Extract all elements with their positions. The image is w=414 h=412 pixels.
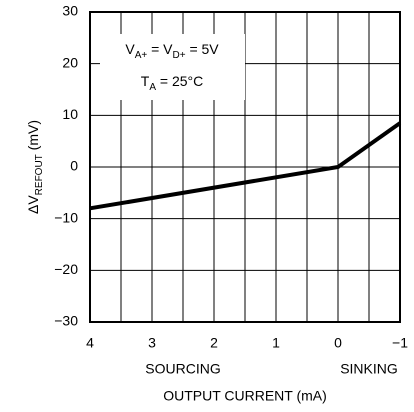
annotation-part: T — [141, 73, 150, 89]
annotation-part: = 5V — [186, 41, 220, 57]
x-tick-label: 1 — [272, 335, 280, 351]
x-tick-label: −1 — [392, 335, 408, 351]
y-axis-label: ΔVREFOUT (mV) — [25, 120, 45, 214]
annotation: TA = 25°C — [141, 73, 203, 93]
y-tick-label: −30 — [54, 313, 78, 329]
annotation-part: D+ — [173, 50, 186, 61]
annotation-part: V — [125, 41, 135, 57]
y-tick-label: 30 — [62, 3, 78, 19]
annotation-part: = 25°C — [156, 73, 203, 89]
x-tick-label: 3 — [148, 335, 156, 351]
annotation: VA+ = VD+ = 5V — [125, 41, 219, 61]
y-tick-label: 20 — [62, 54, 78, 70]
x-annotation: SINKING — [340, 361, 398, 377]
x-tick-label: 0 — [334, 335, 342, 351]
x-tick-label: 2 — [210, 335, 218, 351]
y-tick-label: −20 — [54, 261, 78, 277]
y-axis-label-part: REFOUT — [34, 154, 45, 195]
y-axis-label-part: (mV) — [25, 120, 41, 154]
plot-frame — [89, 11, 401, 323]
annotation-part: A — [149, 82, 156, 93]
x-annotation: SOURCING — [145, 361, 220, 377]
annotation-box — [100, 34, 245, 100]
data-line — [89, 121, 402, 211]
x-axis-label: OUTPUT CURRENT (mA) — [163, 388, 327, 404]
annotation-part: = V — [147, 41, 173, 57]
x-tick-label: 4 — [86, 335, 94, 351]
y-tick-label: 10 — [62, 106, 78, 122]
y-tick-label: −10 — [54, 209, 78, 225]
y-tick-label: 0 — [70, 158, 78, 174]
annotation-part: A+ — [135, 50, 148, 61]
y-axis-label-part: ΔV — [25, 195, 41, 214]
